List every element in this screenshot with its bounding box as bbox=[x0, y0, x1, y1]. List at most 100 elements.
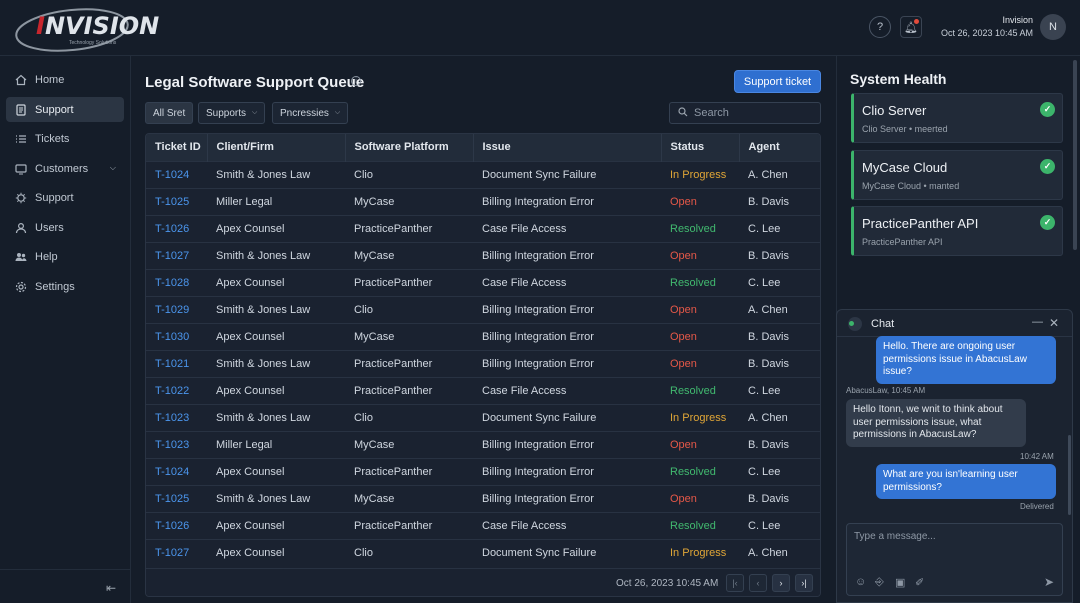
ticket-id-link[interactable]: T-1026 bbox=[146, 511, 207, 539]
table-row[interactable]: T-1027 Apex Counsel Clio Document Sync Fail… bbox=[146, 538, 820, 566]
ticket-id-link[interactable]: T-1022 bbox=[146, 376, 207, 404]
logo-wordmark: INVISION bbox=[36, 12, 160, 40]
check-icon: ✓ bbox=[1040, 102, 1055, 117]
close-icon: ✕ bbox=[1049, 316, 1060, 330]
chat-scrollbar[interactable] bbox=[1068, 435, 1071, 515]
table-row[interactable]: T-1027 Smith & Jones Law MyCase Billing Int… bbox=[146, 241, 820, 269]
sidebar-item-support-2[interactable]: Support bbox=[6, 185, 124, 210]
first-page-button[interactable]: |‹ bbox=[726, 574, 744, 592]
issue-cell: Case File Access bbox=[473, 511, 661, 539]
col-ticket-id[interactable]: Ticket ID bbox=[146, 134, 208, 161]
sidebar-item-customers[interactable]: Customers ⌵ bbox=[6, 156, 124, 181]
col-agent[interactable]: Agent bbox=[739, 134, 820, 161]
filter-supports[interactable]: Supports ⌵ bbox=[198, 102, 266, 124]
clip-icon[interactable]: ✐ bbox=[915, 577, 925, 589]
platform-cell: Clio bbox=[345, 538, 473, 566]
sidebar-item-home[interactable]: Home bbox=[6, 67, 124, 92]
col-client[interactable]: Client/Firm bbox=[207, 134, 346, 161]
status-cell: Open bbox=[661, 484, 739, 512]
emoji-icon[interactable]: ☺ bbox=[855, 576, 867, 588]
client-cell: Smith & Jones Law bbox=[207, 349, 345, 377]
issue-cell: Billing Integration Error bbox=[473, 295, 661, 323]
col-status[interactable]: Status bbox=[661, 134, 740, 161]
sidebar-item-users[interactable]: Users bbox=[6, 215, 124, 240]
filter-label: Pncressies bbox=[280, 107, 329, 119]
search-input[interactable] bbox=[694, 107, 814, 119]
agent-cell: B. Davis bbox=[739, 322, 820, 350]
table-row[interactable]: T-1023 Miller Legal MyCase Billing Integrat… bbox=[146, 430, 820, 458]
health-card-mycase[interactable]: MyCase Cloud MyCase Cloud • manted ✓ bbox=[851, 150, 1063, 200]
ticket-id-link[interactable]: T-1023 bbox=[146, 430, 207, 458]
image-icon[interactable]: ▣ bbox=[895, 577, 906, 589]
next-page-button[interactable]: › bbox=[772, 574, 790, 592]
issue-cell: Case File Access bbox=[473, 376, 661, 404]
table-row[interactable]: T-1028 Apex Counsel PracticePanther Case Fi… bbox=[146, 268, 820, 296]
ticket-id-link[interactable]: T-1024 bbox=[146, 457, 207, 485]
logo-tagline: Technology Solutions bbox=[69, 40, 117, 46]
platform-cell: MyCase bbox=[345, 241, 473, 269]
ticket-id-link[interactable]: T-1025 bbox=[146, 187, 207, 215]
prev-page-button[interactable]: ‹ bbox=[749, 574, 767, 592]
chat-message-input[interactable] bbox=[854, 531, 1054, 561]
filter-all[interactable]: All Sret bbox=[145, 102, 194, 124]
table-row[interactable]: T-1030 Apex Counsel MyCase Billing Integrat… bbox=[146, 322, 820, 350]
ticket-id-link[interactable]: T-1026 bbox=[146, 214, 207, 242]
attach-icon[interactable]: ⎆ bbox=[875, 576, 884, 588]
ticket-id-link[interactable]: T-1025 bbox=[146, 484, 207, 512]
ticket-id-link[interactable]: T-1029 bbox=[146, 295, 207, 323]
client-cell: Apex Counsel bbox=[207, 322, 345, 350]
help-button[interactable]: ? bbox=[869, 16, 891, 38]
last-page-button[interactable]: ›| bbox=[795, 574, 813, 592]
sidebar-item-tickets[interactable]: Tickets bbox=[6, 126, 124, 151]
sidebar-item-settings[interactable]: Settings bbox=[6, 274, 124, 299]
table-row[interactable]: T-1025 Miller Legal MyCase Billing Integrat… bbox=[146, 187, 820, 215]
col-issue[interactable]: Issue bbox=[473, 134, 662, 161]
health-card-practicepanther[interactable]: PracticePanther API PracticePanther API … bbox=[851, 206, 1063, 256]
table-row[interactable]: T-1023 Smith & Jones Law Clio Document Sync… bbox=[146, 403, 820, 431]
panel-scrollbar[interactable] bbox=[1073, 60, 1077, 250]
invision-logo[interactable]: INVISION Technology Solutions bbox=[14, 4, 159, 52]
ticket-id-link[interactable]: T-1027 bbox=[146, 241, 207, 269]
ticket-id-link[interactable]: T-1023 bbox=[146, 403, 207, 431]
table-row[interactable]: T-1021 Smith & Jones Law PracticePanther Bi… bbox=[146, 349, 820, 377]
sidebar-item-support[interactable]: Support bbox=[6, 97, 124, 122]
platform-cell: MyCase bbox=[345, 187, 473, 215]
sidebar-item-label: Support bbox=[35, 191, 74, 204]
table-row[interactable]: T-1022 Apex Counsel PracticePanther Case Fi… bbox=[146, 376, 820, 404]
filter-processes[interactable]: Pncressies ⌵ bbox=[272, 102, 349, 124]
table-row[interactable]: T-1024 Smith & Jones Law Clio Document Sync… bbox=[146, 160, 820, 188]
table-row[interactable]: T-1026 Apex Counsel PracticePanther Case Fi… bbox=[146, 511, 820, 539]
col-platform[interactable]: Software Platform bbox=[345, 134, 474, 161]
support-ticket-button[interactable]: Support ticket bbox=[734, 70, 821, 93]
minimize-button[interactable]: — bbox=[1032, 316, 1043, 328]
table-row[interactable]: T-1025 Smith & Jones Law MyCase Billing Int… bbox=[146, 484, 820, 512]
table-row[interactable]: T-1024 Apex Counsel PracticePanther Billing… bbox=[146, 457, 820, 485]
issue-cell: Billing Integration Error bbox=[473, 457, 661, 485]
send-icon[interactable]: ➤ bbox=[1044, 575, 1055, 589]
chat-meta: Delivered bbox=[1020, 502, 1054, 511]
sidebar-item-help[interactable]: Help bbox=[6, 244, 124, 269]
avatar[interactable]: N bbox=[1040, 14, 1066, 40]
search-box[interactable] bbox=[669, 102, 821, 124]
collapse-sidebar-button[interactable]: ⇤ bbox=[106, 581, 116, 595]
list-icon bbox=[15, 133, 27, 145]
ticket-id-link[interactable]: T-1028 bbox=[146, 268, 207, 296]
ticket-id-link[interactable]: T-1021 bbox=[146, 349, 207, 377]
client-cell: Apex Counsel bbox=[207, 457, 345, 485]
info-icon[interactable]: i bbox=[351, 76, 361, 86]
issue-cell: Document Sync Failure bbox=[473, 160, 661, 188]
table-row[interactable]: T-1029 Smith & Jones Law Clio Billing Integ… bbox=[146, 295, 820, 323]
close-button[interactable]: ✕ bbox=[1049, 316, 1059, 330]
ticket-id-link[interactable]: T-1030 bbox=[146, 322, 207, 350]
ticket-id-link[interactable]: T-1024 bbox=[146, 160, 207, 188]
chat-header[interactable]: Chat — ✕ bbox=[837, 310, 1072, 337]
notifications-button[interactable]: 🔔︎ bbox=[900, 16, 922, 38]
health-card-clio[interactable]: Clio Server Clio Server • meerted ✓ bbox=[851, 93, 1063, 143]
client-cell: Smith & Jones Law bbox=[207, 295, 345, 323]
ticket-id-link[interactable]: T-1027 bbox=[146, 538, 207, 566]
table-row[interactable]: T-1026 Apex Counsel PracticePanther Case Fi… bbox=[146, 214, 820, 242]
platform-cell: PracticePanther bbox=[345, 376, 473, 404]
agent-cell: C. Lee bbox=[739, 268, 820, 296]
status-cell: Open bbox=[661, 430, 739, 458]
agent-cell: B. Davis bbox=[739, 241, 820, 269]
